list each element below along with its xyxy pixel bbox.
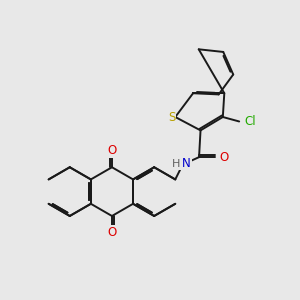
Text: O: O	[107, 144, 117, 158]
Text: Cl: Cl	[244, 115, 256, 128]
Text: H: H	[172, 159, 180, 169]
Text: N: N	[182, 158, 190, 170]
Text: O: O	[107, 226, 117, 239]
Text: O: O	[219, 151, 228, 164]
Text: S: S	[168, 110, 176, 124]
